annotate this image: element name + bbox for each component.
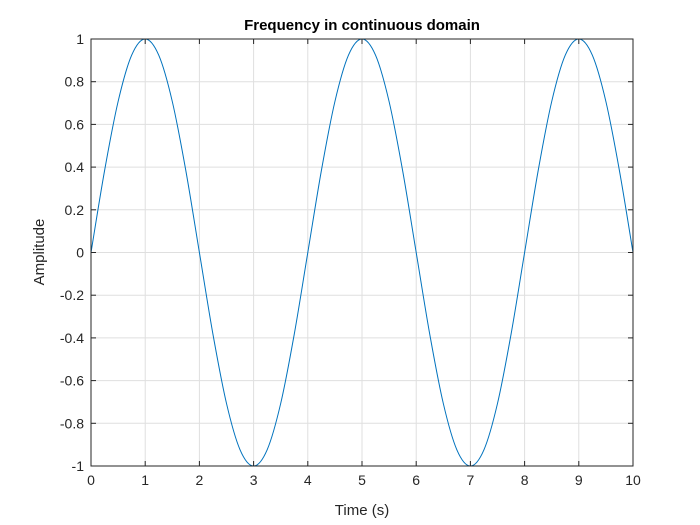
x-tick-labels: 0 1 2 3 4 5 6 7 8 9 10	[87, 472, 641, 488]
y-tick-label: 0.6	[65, 116, 85, 132]
x-axis-label: Time (s)	[335, 502, 389, 519]
x-tick-label: 8	[521, 472, 529, 488]
chart-title: Frequency in continuous domain	[244, 17, 480, 34]
y-tick-label: -0.8	[60, 415, 84, 431]
x-tick-label: 7	[467, 472, 475, 488]
ticks	[90, 38, 634, 467]
y-tick-label: 0	[76, 245, 84, 261]
y-tick-label: -0.2	[60, 287, 84, 303]
y-tick-label: 0.4	[65, 159, 85, 175]
x-tick-label: 4	[304, 472, 312, 488]
x-tick-label: 3	[250, 472, 258, 488]
y-tick-label: 0.8	[65, 74, 85, 90]
x-tick-label: 9	[575, 472, 583, 488]
x-tick-label: 2	[196, 472, 204, 488]
y-tick-label: 1	[76, 31, 84, 47]
x-tick-label: 5	[358, 472, 366, 488]
y-tick-label: -0.6	[60, 373, 84, 389]
x-tick-label: 6	[412, 472, 420, 488]
x-tick-label: 1	[141, 472, 149, 488]
y-tick-label: -0.4	[60, 330, 84, 346]
x-tick-label: 10	[625, 472, 641, 488]
y-tick-label: -1	[72, 458, 85, 474]
y-axis-label: Amplitude	[31, 219, 48, 286]
y-tick-labels: -1 -0.8 -0.6 -0.4 -0.2 0 0.2 0.4 0.6 0.8 1	[60, 31, 84, 474]
x-tick-label: 0	[87, 472, 95, 488]
y-tick-label: 0.2	[65, 202, 85, 218]
